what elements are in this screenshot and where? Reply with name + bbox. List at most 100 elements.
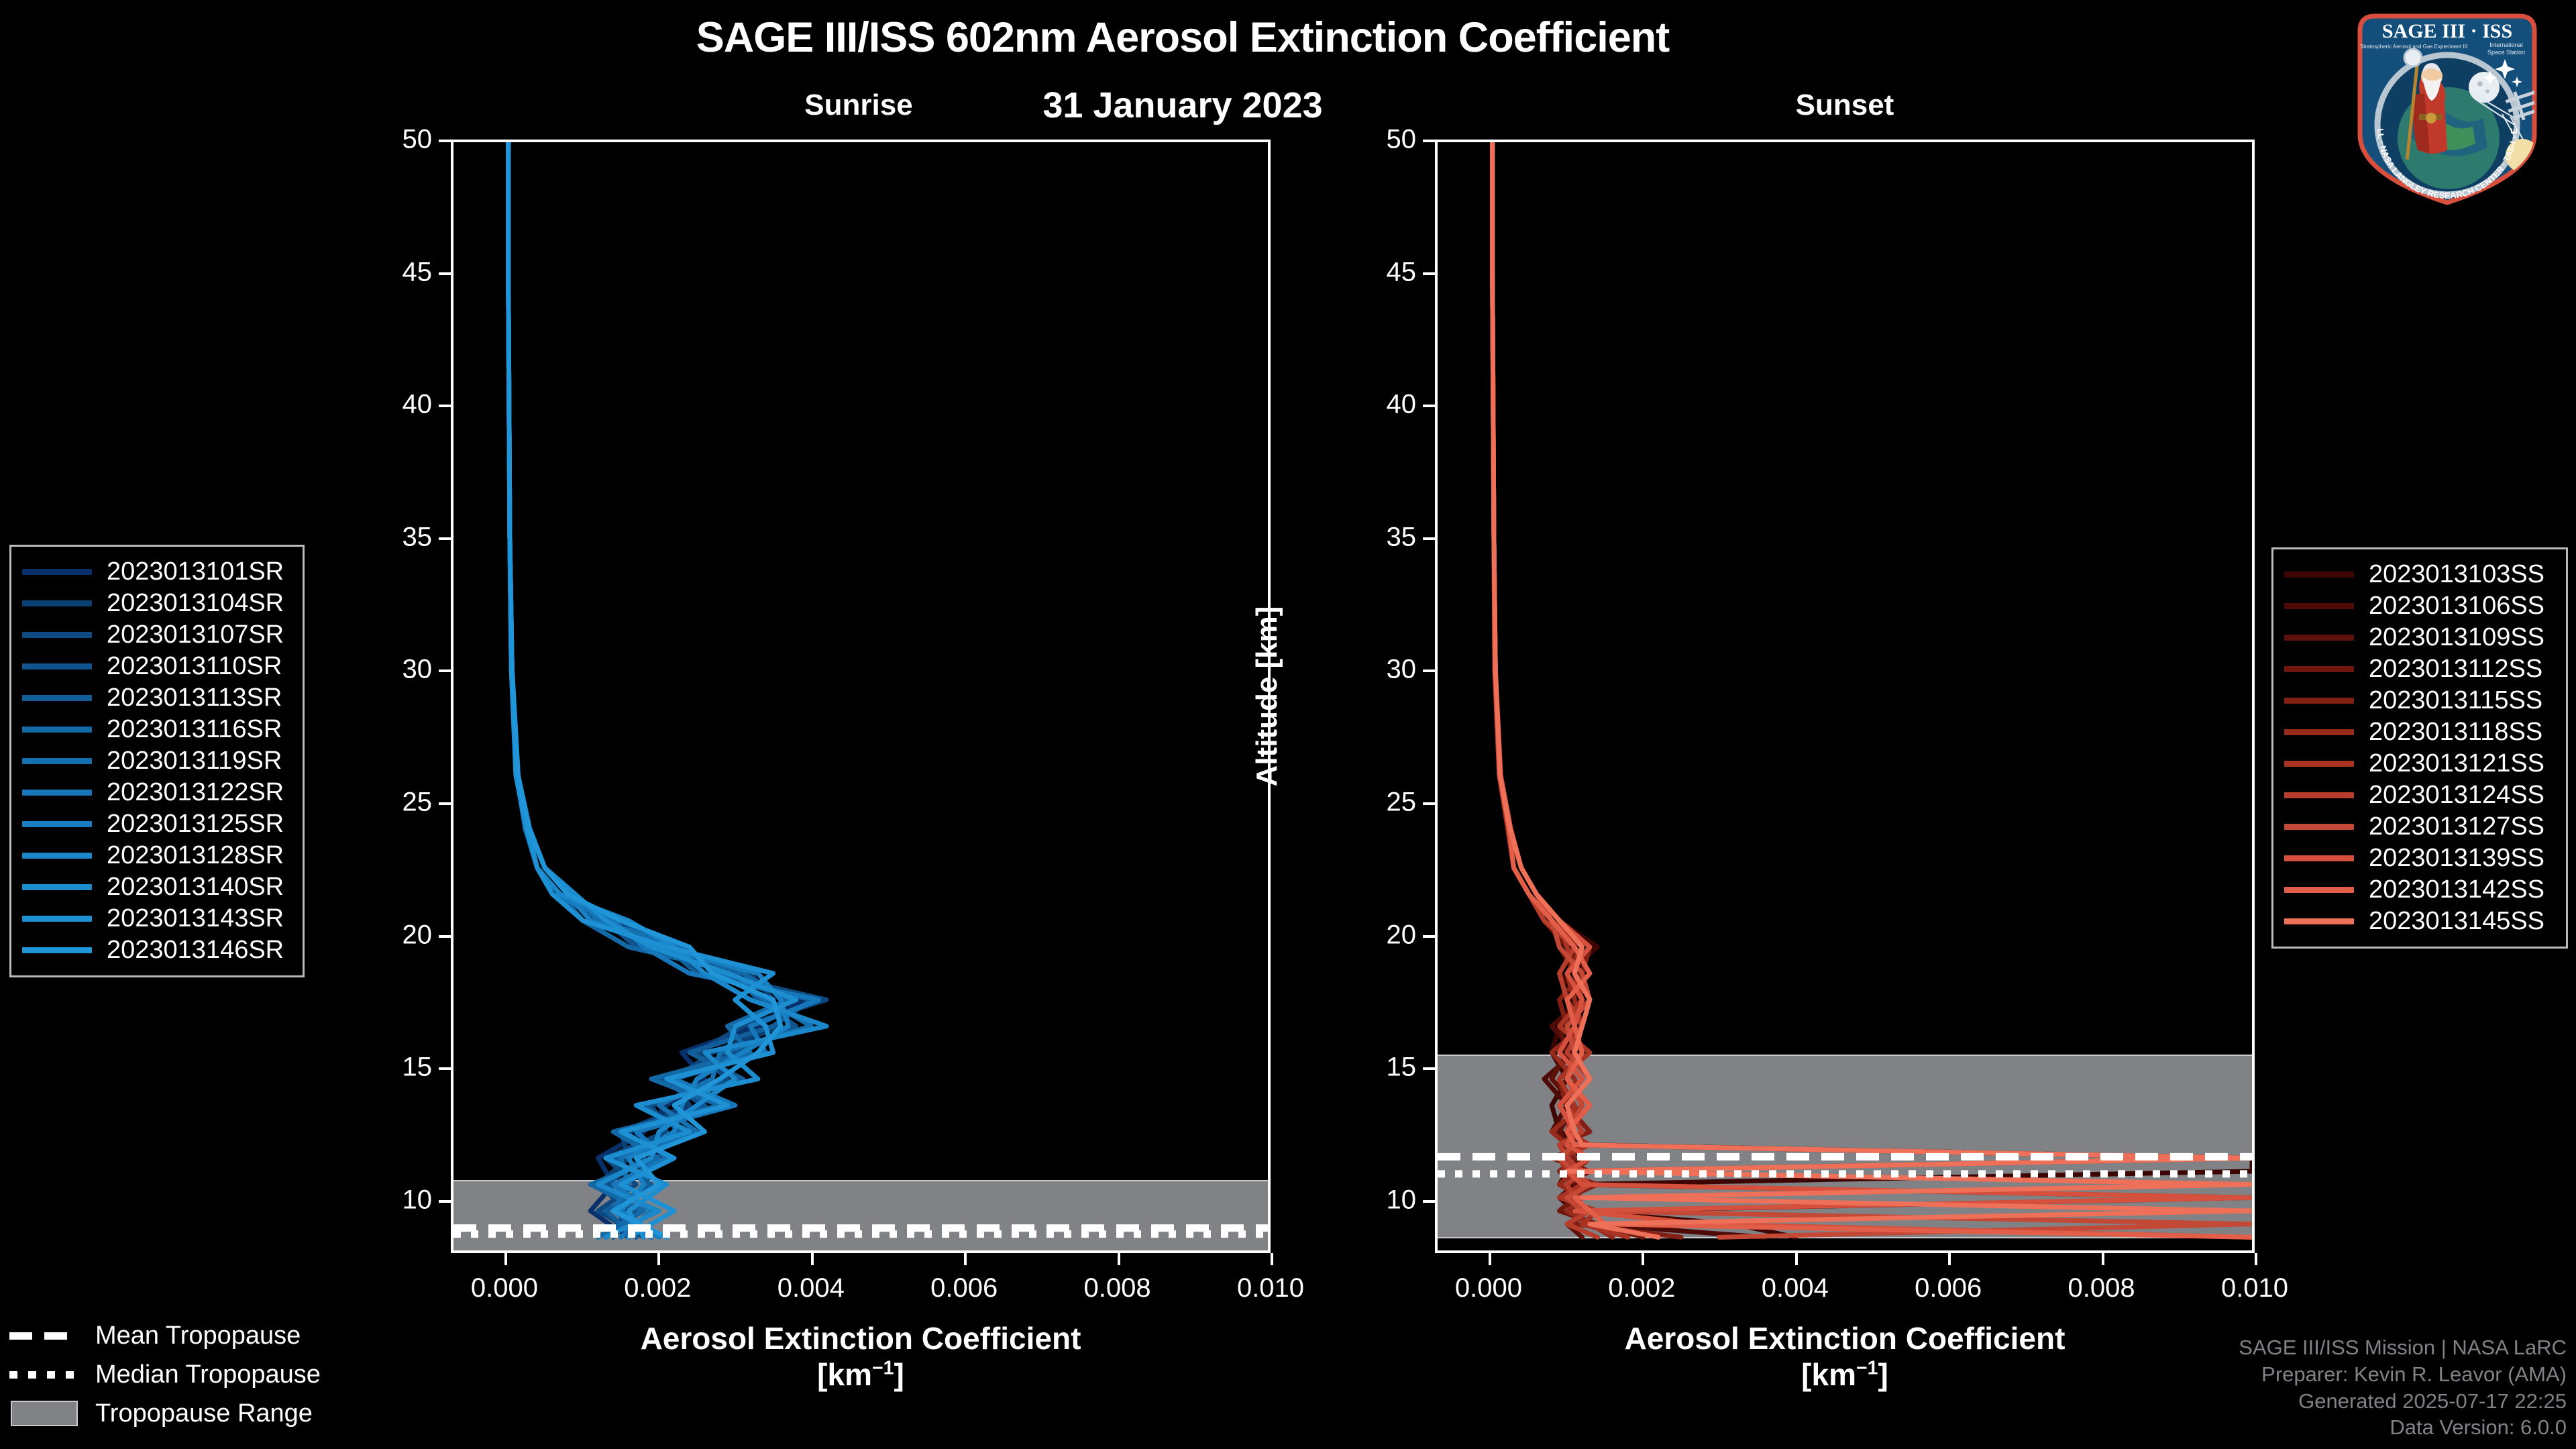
legend-item-label: 2023013127SS — [2369, 812, 2545, 841]
legend-color-swatch — [22, 884, 92, 890]
legend-color-swatch — [2284, 603, 2354, 609]
legend-item[interactable]: 2023013119SR — [22, 745, 288, 777]
legend-item[interactable]: 2023013125SR — [22, 808, 288, 840]
y-axis-tick — [439, 669, 451, 673]
legend-item-label: 2023013104SR — [107, 589, 284, 617]
sage-iii-iss-logo: SAGE III · ISS Stratospheric Aerosol and… — [2343, 0, 2548, 208]
legend-item[interactable]: 2023013110SR — [22, 651, 288, 682]
legend-item-label: 2023013110SR — [107, 652, 282, 680]
legend-item[interactable]: 2023013103SS — [2284, 559, 2551, 590]
tropopause-legend-item[interactable]: Tropopause Range — [9, 1394, 372, 1433]
legend-item[interactable]: 2023013146SR — [22, 934, 288, 966]
credits-block: SAGE III/ISS Mission | NASA LaRC Preparer… — [2239, 1334, 2567, 1441]
y-axis-tick-label: 45 — [1386, 257, 1417, 287]
legend-item[interactable]: 2023013128SR — [22, 840, 288, 871]
y-axis-tick — [1423, 669, 1435, 673]
legend-sunrise[interactable]: 2023013101SR 2023013104SR 2023013107SR 2023… — [9, 545, 305, 977]
x-axis-tick-label: 0.000 — [1454, 1273, 1522, 1303]
legend-color-swatch — [22, 758, 92, 764]
legend-item[interactable]: 2023013142SS — [2284, 874, 2551, 906]
legend-item[interactable]: 2023013106SS — [2284, 590, 2551, 622]
legend-tropopause[interactable]: Mean Tropopause Median Tropopause Tropopau… — [9, 1316, 372, 1433]
y-axis-tick-label: 45 — [402, 257, 433, 287]
legend-item[interactable]: 2023013139SS — [2284, 843, 2551, 874]
profile-lines-sunset — [1438, 142, 2252, 1250]
legend-item-label: 2023013106SS — [2369, 592, 2545, 620]
y-axis-tick — [439, 405, 451, 408]
legend-item[interactable]: 2023013145SS — [2284, 906, 2551, 937]
x-axis-tick-label: 0.008 — [1083, 1273, 1151, 1303]
tropopause-legend-item[interactable]: Median Tropopause — [9, 1355, 372, 1394]
legend-item-label: 2023013115SS — [2369, 686, 2543, 714]
y-axis-tick-label: 25 — [402, 787, 433, 817]
x-axis-title-text: Aerosol Extinction Coefficient — [640, 1321, 1081, 1356]
plot-panel-sunset[interactable] — [1435, 140, 2255, 1253]
legend-color-swatch — [2284, 918, 2354, 924]
plot-area-sunset — [1438, 142, 2252, 1250]
x-axis-tick-label: 0.004 — [1761, 1273, 1829, 1303]
dashed-line-key — [9, 1332, 79, 1340]
legend-sunset[interactable]: 2023013103SS 2023013106SS 2023013109SS 2023… — [2271, 547, 2568, 949]
x-axis-tick-label: 0.006 — [930, 1273, 998, 1303]
tropopause-legend-item[interactable]: Mean Tropopause — [9, 1316, 372, 1355]
x-axis-units: [km−1] — [817, 1357, 904, 1393]
legend-item-label: 2023013116SR — [107, 715, 282, 743]
y-axis-tick — [439, 1199, 451, 1203]
profile-line — [1493, 142, 2252, 1237]
dotted-line-key — [9, 1371, 79, 1379]
x-axis-tick — [1642, 1253, 1645, 1265]
credits-line: SAGE III/ISS Mission | NASA LaRC — [2239, 1336, 2567, 1360]
legend-item[interactable]: 2023013140SR — [22, 871, 288, 903]
legend-item-label: 2023013140SR — [107, 873, 284, 901]
y-axis-tick-label: 30 — [402, 654, 433, 684]
legend-color-swatch — [2284, 855, 2354, 861]
y-axis-tick — [1423, 934, 1435, 938]
legend-item[interactable]: 2023013112SS — [2284, 653, 2551, 685]
y-axis-tick-label: 35 — [1386, 522, 1417, 552]
logo-title: SAGE III · ISS — [2382, 20, 2512, 42]
legend-item[interactable]: 2023013121SS — [2284, 748, 2551, 780]
x-axis-tick — [2255, 1253, 2257, 1265]
legend-item[interactable]: 2023013118SS — [2284, 716, 2551, 748]
legend-color-swatch — [22, 600, 92, 606]
y-axis-tick-label: 50 — [402, 124, 433, 154]
legend-item[interactable]: 2023013127SS — [2284, 811, 2551, 843]
y-axis-tick-label: 35 — [402, 522, 433, 552]
panel-caption-sunset: Sunset — [1795, 89, 1894, 121]
y-axis-tick — [1423, 537, 1435, 540]
y-axis-tick-label: 20 — [402, 920, 433, 950]
legend-item-label: 2023013103SS — [2369, 560, 2545, 588]
logo-subtitle-left: Stratospheric Aerosol and Gas Experiment… — [2360, 44, 2467, 50]
legend-item[interactable]: 2023013104SR — [22, 588, 288, 619]
legend-item[interactable]: 2023013143SR — [22, 903, 288, 934]
legend-color-swatch — [22, 821, 92, 827]
y-axis-tick — [1423, 405, 1435, 408]
legend-item[interactable]: 2023013101SR — [22, 556, 288, 588]
plot-panel-sunrise[interactable] — [451, 140, 1271, 1253]
x-axis-tick — [1948, 1253, 1951, 1265]
legend-item-label: 2023013124SS — [2369, 781, 2545, 809]
legend-item[interactable]: 2023013122SR — [22, 777, 288, 808]
legend-item[interactable]: 2023013116SR — [22, 714, 288, 745]
x-axis-tick-label: 0.004 — [777, 1273, 845, 1303]
y-axis-tick-label: 50 — [1386, 124, 1417, 154]
page-title: SAGE III/ISS 602nm Aerosol Extinction Co… — [696, 14, 1670, 61]
legend-item[interactable]: 2023013109SS — [2284, 622, 2551, 653]
y-axis-tick — [439, 140, 451, 142]
x-axis-tick — [2101, 1253, 2104, 1265]
legend-item-label: 2023013112SS — [2369, 655, 2543, 683]
legend-item[interactable]: 2023013124SS — [2284, 780, 2551, 811]
y-axis-tick — [439, 272, 451, 275]
legend-item[interactable]: 2023013107SR — [22, 619, 288, 651]
legend-item[interactable]: 2023013113SR — [22, 682, 288, 714]
x-axis-tick — [1117, 1253, 1120, 1265]
legend-item[interactable]: 2023013115SS — [2284, 685, 2551, 716]
y-axis-title-sunset: Altitude [km] — [1250, 606, 1283, 787]
x-axis-tick — [1794, 1253, 1798, 1265]
legend-item-label: 2023013128SR — [107, 841, 284, 869]
x-axis-tick — [504, 1253, 507, 1265]
tropopause-legend-label: Mean Tropopause — [95, 1321, 301, 1350]
legend-item-label: 2023013109SS — [2369, 623, 2545, 651]
y-axis-tick — [1423, 272, 1435, 275]
legend-color-swatch — [22, 727, 92, 733]
